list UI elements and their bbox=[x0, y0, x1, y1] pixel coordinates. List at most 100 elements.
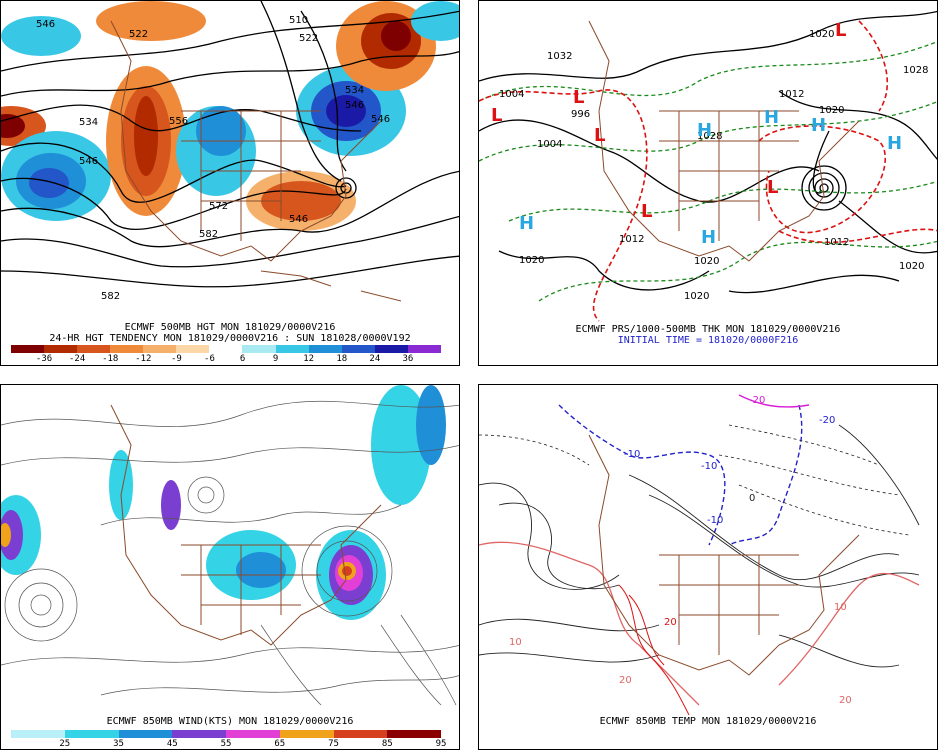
colorbar-tick-label: 65 bbox=[274, 739, 286, 749]
contour-label: 546 bbox=[36, 19, 55, 30]
isobar-label: 1028 bbox=[903, 65, 928, 76]
colorbar-tick-label: 75 bbox=[328, 739, 339, 749]
colorbar-swatch bbox=[341, 345, 375, 353]
map-850mb-temp: -10 -10 -10 -20 -20 0 10 10 20 20 20 bbox=[479, 394, 920, 715]
map-title: ECMWF 500MB HGT MON 181029/0000V216 bbox=[124, 322, 336, 333]
coastlines bbox=[588, 20, 860, 262]
colorbar-swatch bbox=[11, 345, 45, 353]
contour-label: 522 bbox=[299, 33, 318, 44]
colorbar-tick-label: 25 bbox=[59, 739, 71, 749]
colorbar-swatch bbox=[387, 730, 441, 738]
colorbar-swatch bbox=[407, 345, 441, 353]
colorbar-swatch bbox=[226, 730, 280, 738]
isotherm-label: 10 bbox=[834, 602, 847, 613]
contour-label: 510 bbox=[289, 15, 308, 26]
isobar-label: 1028 bbox=[697, 131, 722, 142]
panel-850mb-temp: -10 -10 -10 -20 -20 0 10 10 20 20 20 ECM… bbox=[478, 384, 938, 750]
contour-label: 572 bbox=[209, 201, 228, 212]
colorbar bbox=[11, 730, 441, 738]
isotherm-label: 10 bbox=[509, 637, 522, 648]
colorbar-tick-label: 55 bbox=[220, 739, 232, 749]
contour-label: 546 bbox=[371, 114, 390, 125]
colorbar-tick-label: -24 bbox=[69, 354, 86, 364]
isobar-label: 1020 bbox=[809, 29, 834, 40]
panel-500mb-height: 546 522 510 522 534 546 534 546 556 546 … bbox=[0, 0, 460, 366]
colorbar-swatch bbox=[176, 345, 210, 353]
coastlines bbox=[588, 434, 860, 676]
map-title: ECMWF PRS/1000-500MB THK MON 181029/0000… bbox=[575, 324, 841, 335]
colorbar-ticks: 25 35 45 55 65 75 85 95 bbox=[11, 739, 446, 749]
low-pressure-marker: L bbox=[835, 20, 846, 41]
isobar-label: 1020 bbox=[519, 255, 544, 266]
colorbar-tick-label: 36 bbox=[402, 354, 414, 364]
colorbar-tick-label: 24 bbox=[369, 354, 381, 364]
colorbar-swatch bbox=[333, 730, 388, 738]
contour-label: 546 bbox=[289, 214, 308, 225]
colorbar-swatch bbox=[374, 345, 408, 353]
colorbar-swatch bbox=[242, 345, 276, 353]
colorbar-tick-label: -6 bbox=[204, 354, 215, 364]
colorbar-tick-label: 35 bbox=[113, 739, 124, 749]
colorbar-swatch bbox=[64, 730, 119, 738]
panel-pressure-thickness: 1032 1004 996 1004 1028 1012 1020 1020 1… bbox=[478, 0, 938, 366]
isotherm-label: -10 bbox=[624, 449, 640, 460]
isobar-label: 1020 bbox=[684, 291, 709, 302]
contour-label: 546 bbox=[79, 156, 98, 167]
map-500mb-height: 546 522 510 522 534 546 534 546 556 546 … bbox=[1, 1, 459, 302]
high-pressure-marker: H bbox=[887, 133, 902, 154]
isobar-label: 1032 bbox=[547, 51, 572, 62]
coastlines bbox=[110, 404, 382, 646]
low-pressure-marker: L bbox=[491, 105, 502, 126]
streamlines bbox=[1, 400, 459, 706]
contour-labels: 546 522 510 522 534 546 534 546 556 546 … bbox=[36, 15, 390, 302]
colorbar-tick-label: 6 bbox=[239, 354, 246, 364]
isobar-label: 1020 bbox=[899, 261, 924, 272]
cold-isotherms bbox=[558, 404, 803, 546]
colorbar-swatch bbox=[275, 345, 309, 353]
isobar-label: 996 bbox=[571, 109, 590, 120]
isobar-label: 1012 bbox=[824, 237, 849, 248]
panel-850mb-wind: ECMWF 850MB WIND(KTS) MON 181029/0000V21… bbox=[0, 384, 460, 750]
isobar-label: 1004 bbox=[499, 89, 524, 100]
isotherm-label: -10 bbox=[701, 461, 717, 472]
isotherm-label: 20 bbox=[664, 617, 677, 628]
pressure-labels: 1032 1004 996 1004 1028 1012 1020 1020 1… bbox=[499, 29, 928, 302]
colorbar-swatch bbox=[77, 345, 111, 353]
colorbar-swatch bbox=[118, 730, 173, 738]
coastlines bbox=[110, 20, 402, 302]
height-contours bbox=[1, 1, 459, 288]
high-pressure-marker: H bbox=[519, 213, 534, 234]
contour-label: 556 bbox=[169, 116, 188, 127]
colorbar-tick-label: 85 bbox=[381, 739, 393, 749]
high-pressure-marker: H bbox=[811, 115, 826, 136]
colorbar-tick-label: 45 bbox=[166, 739, 178, 749]
contour-label: 546 bbox=[345, 100, 364, 111]
colorbar-swatch bbox=[11, 730, 65, 738]
isotherm-label: 20 bbox=[619, 675, 632, 686]
low-pressure-marker: L bbox=[767, 177, 778, 198]
colorbar-swatch bbox=[172, 730, 226, 738]
map-subtitle: 24-HR HGT TENDENCY MON 181029/0000V216 :… bbox=[49, 333, 411, 344]
colorbar-swatch bbox=[279, 730, 334, 738]
contour-label: 522 bbox=[129, 29, 148, 40]
tendency-shading bbox=[1, 1, 459, 231]
colorbar-swatch bbox=[209, 345, 243, 353]
isobar-label: 1020 bbox=[819, 105, 844, 116]
map-pressure-thickness: 1032 1004 996 1004 1028 1012 1020 1020 1… bbox=[479, 10, 937, 322]
colorbar-tick-label: -12 bbox=[135, 354, 152, 364]
colorbar-swatch bbox=[110, 345, 144, 353]
isobar-label: 1020 bbox=[694, 256, 719, 267]
isotherm-label: -20 bbox=[819, 415, 835, 426]
low-pressure-marker: L bbox=[573, 87, 584, 108]
high-pressure-marker: H bbox=[697, 120, 712, 141]
contour-label: 534 bbox=[345, 85, 364, 96]
map-subtitle: INITIAL TIME = 181020/0000F216 bbox=[617, 335, 799, 346]
dashed-isotherms bbox=[479, 424, 910, 536]
magenta-isotherm bbox=[738, 394, 810, 408]
contour-label: 534 bbox=[79, 117, 98, 128]
isobars bbox=[479, 10, 937, 294]
isotherm-label: 20 bbox=[839, 695, 852, 706]
map-title: ECMWF 850MB WIND(KTS) MON 181029/0000V21… bbox=[106, 716, 354, 727]
colorbar-tick-label: 18 bbox=[336, 354, 348, 364]
isobar-label: 1004 bbox=[537, 139, 562, 150]
